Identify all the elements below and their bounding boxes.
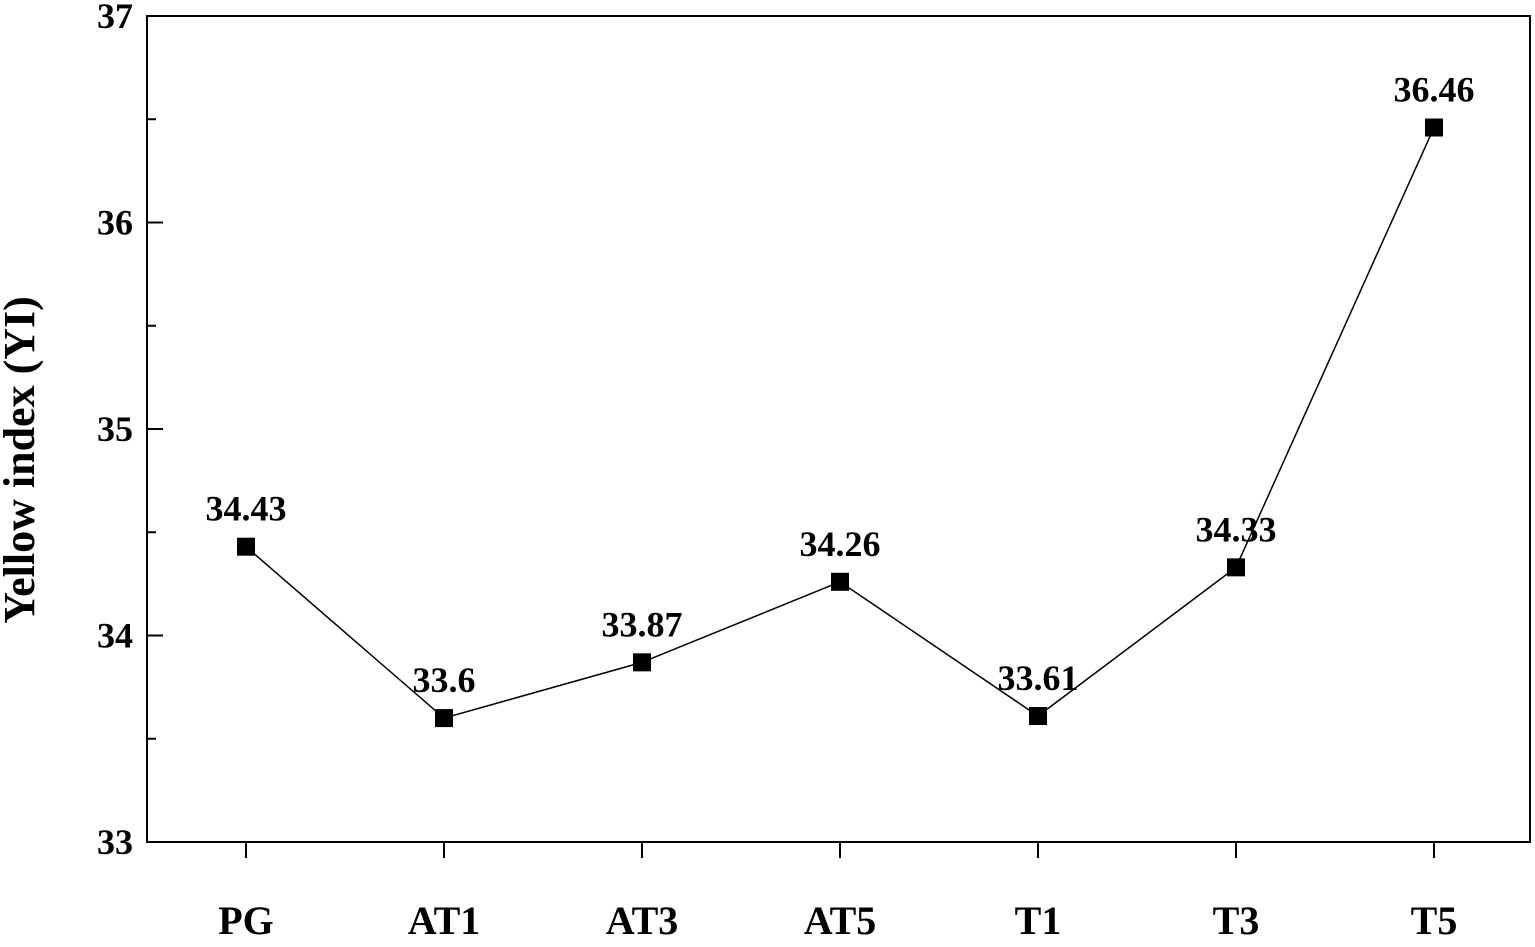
y-tick-label: 36 <box>97 203 133 243</box>
y-tick-label: 37 <box>97 0 133 36</box>
data-point-marker <box>435 709 453 728</box>
data-label: 36.46 <box>1394 70 1475 110</box>
data-label: 34.43 <box>206 489 287 529</box>
series-line <box>245 127 1435 719</box>
data-label: 34.33 <box>1196 509 1277 549</box>
data-label: 33.87 <box>602 604 683 644</box>
x-tick-label: PG <box>218 898 274 942</box>
plot-frame <box>146 15 1531 843</box>
x-tick-label: T1 <box>1015 898 1062 942</box>
y-tick-label: 35 <box>97 409 133 449</box>
data-point-marker <box>633 653 651 672</box>
x-tick-label: T3 <box>1213 898 1260 942</box>
y-axis-title: Yellow index (YI) <box>0 296 44 624</box>
x-axis-ticks: PG AT1 AT3 AT5 T1 T3 T5 <box>218 842 1458 943</box>
y-axis-ticks: 33 34 35 36 37 <box>97 0 163 862</box>
data-point-marker <box>237 537 255 556</box>
x-tick-label: T5 <box>1411 898 1458 942</box>
series-layer: 34.43 33.6 33.87 34.26 33.61 34.33 36.46 <box>206 70 1475 728</box>
data-label: 33.6 <box>413 660 476 700</box>
data-label: 33.61 <box>998 658 1079 698</box>
y-tick-label: 33 <box>97 822 133 862</box>
data-point-marker <box>831 572 849 591</box>
data-label: 34.26 <box>800 524 881 564</box>
data-point-marker <box>1227 558 1245 577</box>
x-tick-label: AT1 <box>408 898 481 942</box>
data-point-marker <box>1425 118 1443 137</box>
y-tick-label: 34 <box>97 616 133 656</box>
x-tick-label: AT3 <box>606 898 679 942</box>
data-point-marker <box>1029 707 1047 726</box>
x-tick-label: AT5 <box>804 898 877 942</box>
